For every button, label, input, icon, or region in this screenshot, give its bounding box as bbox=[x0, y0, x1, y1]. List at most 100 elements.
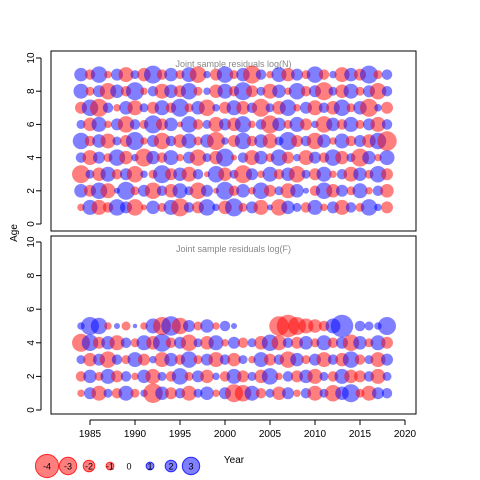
residual-bubble bbox=[118, 385, 134, 401]
residual-bubble bbox=[227, 352, 241, 367]
residual-bubble bbox=[212, 372, 220, 381]
residual-bubble bbox=[139, 103, 149, 113]
residual-bubble bbox=[289, 116, 305, 132]
residual-bubble bbox=[236, 101, 250, 115]
residual-bubble bbox=[330, 314, 354, 338]
residual-bubble bbox=[381, 85, 393, 97]
residual-bubble bbox=[126, 82, 144, 101]
residual-bubble bbox=[118, 67, 134, 83]
residual-bubble bbox=[221, 137, 229, 145]
residual-bubble bbox=[300, 85, 312, 97]
legend-label: 3 bbox=[188, 462, 193, 472]
residual-bubble bbox=[212, 389, 220, 397]
residual-bubble bbox=[100, 133, 116, 149]
x-tick-label: 2015 bbox=[349, 429, 372, 440]
residual-bubble bbox=[164, 352, 178, 367]
residual-bubble bbox=[273, 168, 285, 180]
residual-bubble bbox=[303, 187, 309, 194]
residual-bubble bbox=[238, 355, 248, 365]
residual-bubble bbox=[364, 321, 374, 331]
residual-bubble bbox=[354, 320, 366, 332]
residual-bubble bbox=[218, 167, 232, 181]
residual-bubble bbox=[329, 170, 337, 178]
residual-bubble bbox=[369, 165, 387, 183]
residual-bubble bbox=[381, 201, 393, 214]
residual-bubble bbox=[300, 118, 312, 131]
y-tick-label: 2 bbox=[26, 188, 37, 194]
residual-bubble bbox=[138, 353, 150, 366]
residual-bubble bbox=[307, 385, 323, 401]
residual-bubble bbox=[318, 102, 330, 114]
residual-bubble bbox=[360, 98, 378, 117]
residual-bubble bbox=[91, 116, 107, 132]
residual-bubble bbox=[200, 369, 214, 384]
residual-bubble bbox=[203, 87, 211, 95]
residual-bubble bbox=[217, 83, 233, 99]
legend: -4 -3 -2 -1 0 1 2 3 bbox=[34, 453, 201, 479]
residual-bubble bbox=[221, 339, 229, 347]
residual-bubble bbox=[237, 370, 249, 383]
residual-bubble bbox=[153, 165, 171, 184]
residual-bubble bbox=[247, 371, 257, 381]
residual-bubble bbox=[234, 82, 252, 101]
residual-bubble bbox=[292, 202, 302, 212]
residual-bubble bbox=[192, 168, 204, 180]
residual-bubble bbox=[345, 135, 357, 147]
residual-bubble bbox=[153, 333, 171, 352]
residual-bubble bbox=[181, 166, 197, 182]
residual-bubble bbox=[219, 320, 231, 332]
residual-bubble bbox=[91, 199, 107, 215]
residual-bubble bbox=[282, 371, 294, 382]
residual-bubble bbox=[180, 116, 198, 133]
residual-bubble bbox=[171, 317, 189, 335]
residual-bubble bbox=[193, 136, 203, 146]
residual-bubble bbox=[252, 98, 270, 117]
residual-bubble bbox=[102, 102, 114, 114]
residual-bubble bbox=[381, 168, 393, 181]
residual-bubble bbox=[344, 369, 358, 384]
legend-bubble bbox=[82, 459, 96, 473]
residual-bubble bbox=[164, 84, 178, 98]
residual-bubble bbox=[146, 200, 160, 215]
residual-bubble bbox=[180, 82, 198, 100]
residual-bubble bbox=[153, 132, 171, 150]
residual-bubble bbox=[165, 387, 177, 400]
residual-bubble bbox=[264, 184, 276, 197]
residual-bubble bbox=[193, 86, 203, 96]
residual-bubble bbox=[193, 338, 203, 348]
residual-bubble bbox=[229, 70, 239, 80]
residual-bubble bbox=[320, 203, 328, 212]
legend-bubble bbox=[145, 461, 155, 471]
residual-bubble bbox=[307, 368, 323, 384]
residual-bubble bbox=[200, 386, 214, 400]
residual-bubble bbox=[226, 368, 242, 384]
residual-bubble bbox=[144, 65, 162, 84]
residual-bubble bbox=[262, 166, 278, 182]
residual-bubble bbox=[120, 337, 132, 349]
residual-bubble bbox=[120, 371, 132, 382]
x-tick-label: 1995 bbox=[169, 429, 192, 440]
residual-bubble bbox=[271, 335, 287, 351]
residual-bubble bbox=[319, 371, 329, 381]
residual-bubble bbox=[99, 351, 117, 368]
residual-bubble bbox=[104, 322, 112, 330]
y-tick-label: 6 bbox=[26, 121, 37, 127]
residual-bubble bbox=[246, 85, 258, 98]
residual-bubble bbox=[377, 131, 397, 151]
legend-bubble bbox=[105, 461, 115, 471]
residual-bubble bbox=[234, 132, 252, 150]
residual-bubble bbox=[111, 370, 123, 383]
residual-bubble bbox=[290, 184, 304, 198]
residual-bubble bbox=[352, 183, 368, 199]
residual-bubble bbox=[252, 182, 270, 200]
residual-bubble bbox=[131, 372, 139, 381]
residual-bubble bbox=[301, 355, 311, 365]
residual-bubble bbox=[381, 387, 393, 399]
residual-bubble bbox=[290, 352, 304, 367]
residual-bubble bbox=[264, 353, 276, 366]
legend-label: -4 bbox=[43, 462, 51, 472]
residual-bubble bbox=[360, 65, 378, 84]
residual-bubble bbox=[212, 322, 220, 330]
residual-bubble bbox=[200, 319, 214, 333]
